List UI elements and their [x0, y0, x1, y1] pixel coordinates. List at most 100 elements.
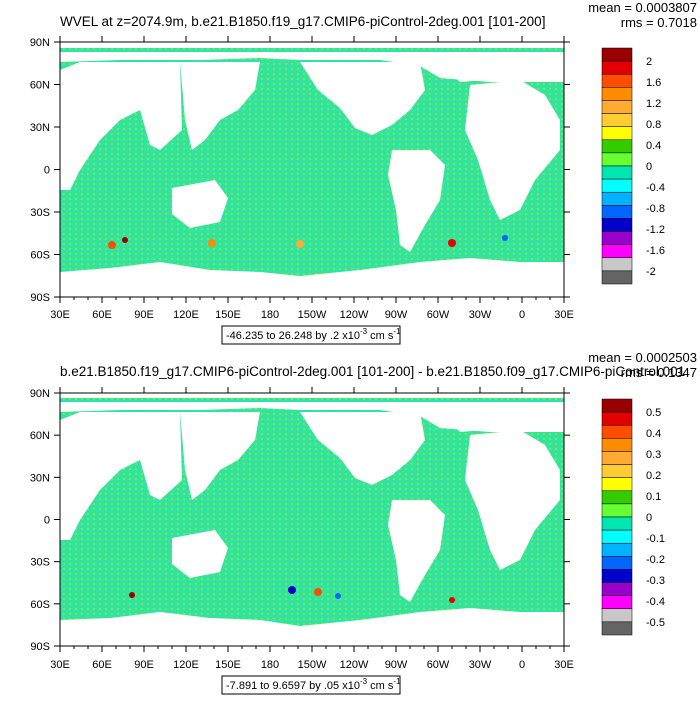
colorbar-swatch — [601, 529, 633, 544]
range-exponent: -3 — [360, 677, 368, 686]
colorbar-swatch — [601, 490, 633, 505]
land-masses — [60, 42, 564, 297]
range-unit: cm s — [367, 330, 394, 342]
panel-bottom: b.e21.B1850.f19_g17.CMIP6-piControl-2deg… — [30, 350, 697, 695]
lat-tick-label: 90S — [30, 292, 50, 304]
colorbar-swatch — [601, 569, 633, 583]
colorbar-swatch — [601, 191, 633, 206]
colorbar-label: 0.3 — [646, 449, 661, 461]
range-unit: cm s — [367, 680, 394, 692]
map-area — [59, 41, 565, 298]
lon-tick-label: 0 — [519, 659, 525, 671]
colorbar-swatch — [601, 231, 633, 245]
colorbar-label: 0.2 — [646, 470, 661, 482]
colorbar-swatch — [601, 244, 633, 259]
colorbar-label: -0.4 — [646, 596, 665, 608]
colorbar-swatch — [601, 47, 633, 62]
colorbar-swatch — [601, 178, 633, 193]
panel-title: WVEL at z=2074.9m, b.e21.B1850.f19_g17.C… — [60, 14, 545, 29]
colorbar-swatch — [601, 503, 633, 518]
lon-tick-label: 180 — [261, 659, 279, 671]
lon-tick-label: 90W — [385, 309, 408, 321]
lat-tick-label: 90S — [30, 641, 50, 653]
rms-label: rms = 0.7018 — [621, 15, 697, 30]
lat-tick-label: 30S — [30, 557, 50, 569]
lon-tick-label: 0 — [519, 309, 525, 321]
mean-label: mean = 0.0002503 — [588, 350, 697, 365]
svg-text:-7.891 to 9.6597 by .05 x10-3: -7.891 to 9.6597 by .05 x10-3 cm s-1 — [226, 677, 401, 692]
lat-tick-label: 0 — [44, 515, 50, 527]
range-text: -7.891 to 9.6597 by .05 x10 — [226, 680, 360, 692]
colorbar-swatch — [601, 218, 633, 232]
lon-axis: 30E 60E 90E 120E 150E 180 150W 120W 90W 60W 30W 0 30… — [50, 36, 574, 321]
lon-tick-label: 30E — [50, 309, 70, 321]
colorbar-swatch — [601, 398, 633, 413]
lon-tick-label: 90E — [134, 659, 154, 671]
colorbar-swatch — [601, 139, 633, 154]
range-unit-exponent: -1 — [393, 677, 401, 686]
lat-tick-label: 60S — [30, 250, 50, 262]
lon-tick-label: 60E — [92, 659, 112, 671]
colorbar-swatch — [601, 100, 633, 114]
colorbar-label: 1.6 — [646, 77, 661, 89]
colorbar-label: 0.4 — [646, 428, 661, 440]
rms-label: rms = 0.1347 — [621, 365, 697, 380]
lat-tick-label: 60S — [30, 599, 50, 611]
lon-tick-label: 60W — [427, 659, 450, 671]
colorbar-swatch — [601, 205, 633, 219]
colorbar-label: 2 — [646, 56, 652, 68]
colorbar-swatch — [601, 152, 633, 167]
colorbar-swatch — [601, 516, 633, 531]
colorbar-label: 0.5 — [646, 407, 661, 419]
colorbar-label: -0.2 — [646, 554, 665, 566]
lon-tick-label: 180 — [261, 309, 279, 321]
panel-top: WVEL at z=2074.9m, b.e21.B1850.f19_g17.C… — [30, 0, 697, 345]
colorbar-swatch — [601, 60, 633, 75]
lon-tick-label: 60W — [427, 309, 450, 321]
svg-text:-46.235 to 26.248 by .2 x10-3: -46.235 to 26.248 by .2 x10-3 cm s-1 — [226, 327, 401, 342]
range-text: -46.235 to 26.248 by .2 x10 — [226, 330, 360, 342]
colorbar-label: -1.6 — [646, 245, 665, 257]
colorbar-label: 0.8 — [646, 119, 661, 131]
colorbar-swatch — [601, 424, 633, 439]
colorbar-swatch — [601, 608, 633, 623]
colorbar: 0.5 0.4 0.3 0.2 0.1 0 -0.1 -0.2 -0.3 -0.4 -0.5 — [601, 398, 665, 636]
lon-tick-label: 150W — [298, 309, 327, 321]
lat-tick-label: 30N — [30, 472, 50, 484]
lon-tick-label: 30W — [469, 309, 492, 321]
lon-tick-label: 30W — [469, 659, 492, 671]
lat-tick-label: 0 — [44, 165, 50, 177]
colorbar-swatch — [601, 542, 633, 557]
lon-tick-label: 120E — [173, 659, 199, 671]
colorbar-swatch — [601, 165, 633, 180]
anomaly-spots — [108, 235, 508, 249]
colorbar-swatch — [601, 464, 633, 478]
colorbar-swatch — [601, 438, 633, 452]
lon-axis: 30E 60E 90E 120E 150E 180 150W 120W 90W 60W 30W 0 30… — [50, 387, 574, 671]
land-masses — [60, 393, 564, 646]
lon-tick-label: 150W — [298, 659, 327, 671]
colorbar-label: 1.2 — [646, 98, 661, 110]
colorbar-swatch — [601, 270, 633, 285]
colorbar: 2 1.6 1.2 0.8 0.4 0 -0.4 -0.8 -1.2 -1.6 -2 — [601, 47, 665, 285]
map-area — [59, 392, 565, 647]
colorbar-swatch — [601, 477, 633, 492]
colorbar-label: -0.5 — [646, 617, 665, 629]
panel-title: b.e21.B1850.f19_g17.CMIP6-piControl-2deg… — [60, 364, 685, 379]
colorbar-label: -0.3 — [646, 575, 665, 587]
colorbar-label: 0 — [646, 512, 652, 524]
colorbar-label: 0 — [646, 161, 652, 173]
colorbar-swatch — [601, 126, 633, 141]
colorbar-label: 0.1 — [646, 491, 661, 503]
lat-tick-label: 90N — [30, 37, 50, 49]
lat-tick-label: 60N — [30, 80, 50, 92]
lon-tick-label: 30E — [554, 309, 574, 321]
range-box: -7.891 to 9.6597 by .05 x10-3 cm s-1 — [221, 675, 401, 695]
lat-axis: 90N 60N 30N 0 30S 60S 90S — [30, 388, 570, 653]
lat-tick-label: 30S — [30, 207, 50, 219]
colorbar-swatch — [601, 595, 633, 610]
lon-tick-label: 120W — [340, 309, 369, 321]
mean-label: mean = 0.0003807 — [588, 0, 697, 15]
lon-tick-label: 90W — [385, 659, 408, 671]
